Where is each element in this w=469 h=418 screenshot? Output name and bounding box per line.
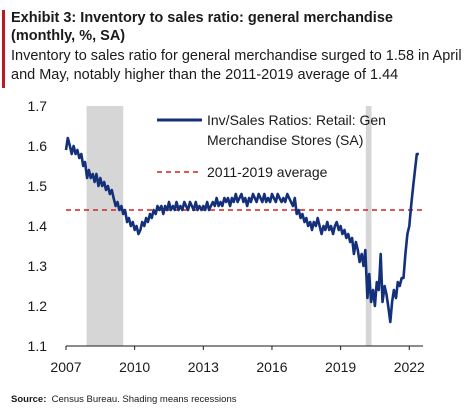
series-line <box>64 136 419 324</box>
source-note: Source: Census Bureau. Shading means rec… <box>11 394 236 405</box>
series-line-layer <box>64 136 419 324</box>
y-tick-label: 1.6 <box>28 138 48 154</box>
source-text: Census Bureau. Shading means recessions <box>51 394 237 405</box>
y-tick-label: 1.5 <box>28 178 48 194</box>
y-tick-label: 1.7 <box>28 98 48 114</box>
recession-band-2 <box>365 106 372 346</box>
y-tick-label: 1.4 <box>28 218 48 234</box>
recession-band-1 <box>86 106 124 346</box>
x-tick-label: 2013 <box>188 359 219 375</box>
legend: Inv/Sales Ratios: Retail: Gen Merchandise… <box>157 112 386 180</box>
y-tick-label: 1.1 <box>28 338 48 354</box>
x-tick-label: 2007 <box>50 359 81 375</box>
y-tick-label: 1.2 <box>28 298 48 314</box>
chart-subtitle: Inventory to sales ratio for general mer… <box>11 48 462 83</box>
recession-shading-layer <box>86 106 372 346</box>
x-tick-label: 2010 <box>119 359 150 375</box>
source-label: Source: <box>11 394 47 405</box>
legend-label-average: 2011-2019 average <box>207 164 328 180</box>
title-accent-bar <box>2 10 5 88</box>
legend-label-series: Inv/Sales Ratios: Retail: Gen <box>207 112 386 128</box>
x-tick-label: 2019 <box>325 359 356 375</box>
axes: 1.1 1.2 1.3 1.4 1.5 1.6 1.7 2007 2010 2013 2016 201… <box>28 98 426 375</box>
x-tick-label: 2022 <box>394 359 425 375</box>
chart-title: Exhibit 3: Inventory to sales ratio: gen… <box>11 10 393 44</box>
legend-label-series-line2: Merchandise Stores (SA) <box>207 132 363 148</box>
y-tick-label: 1.3 <box>28 258 48 274</box>
x-tick-label: 2016 <box>256 359 287 375</box>
